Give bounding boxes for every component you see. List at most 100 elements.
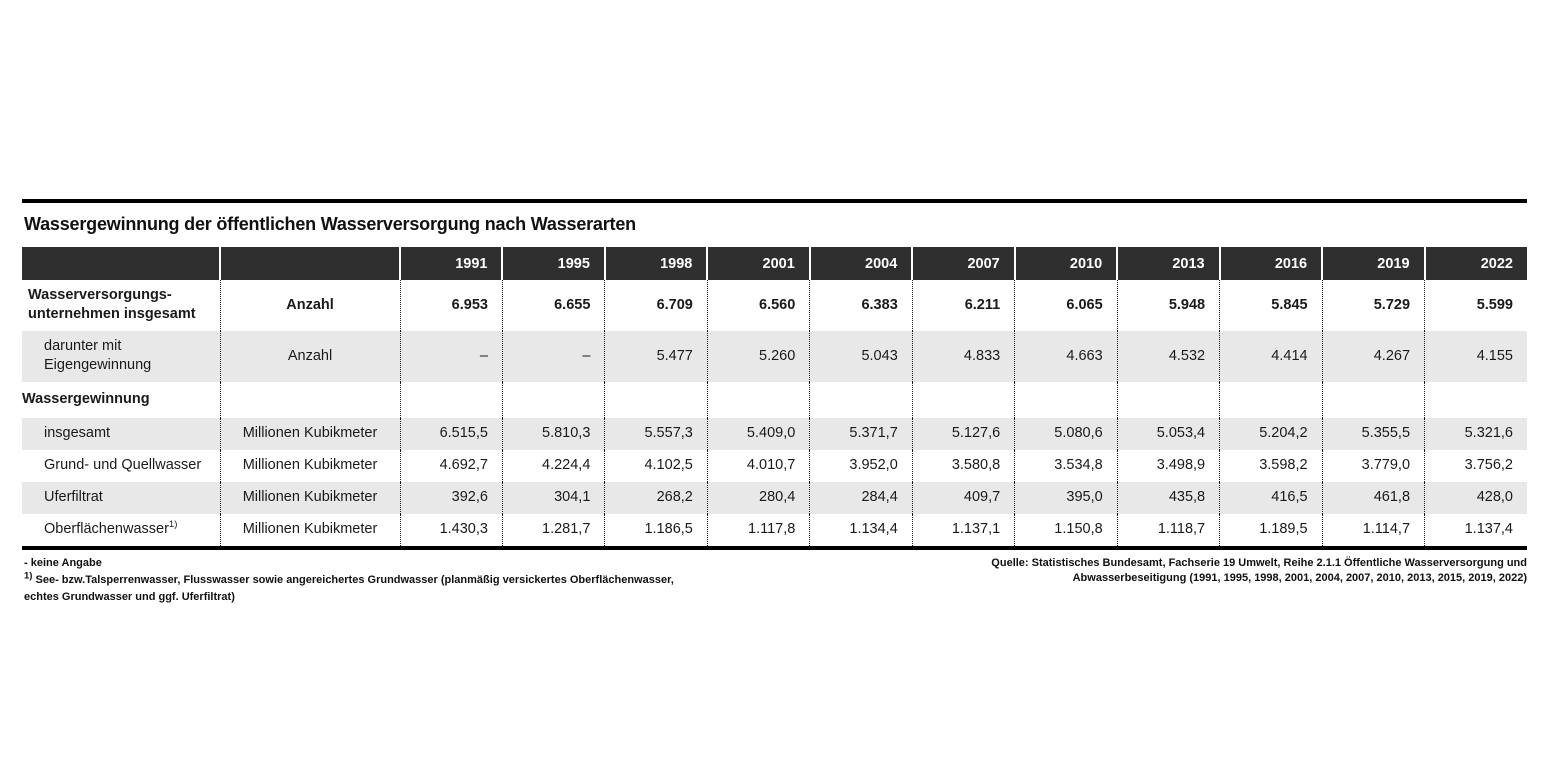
value-cell: 416,5 bbox=[1219, 482, 1323, 514]
value-cell: 6.065 bbox=[1014, 280, 1118, 331]
value-cell: 461,8 bbox=[1321, 482, 1425, 514]
value-cell: 435,8 bbox=[1116, 482, 1220, 514]
value-cell: 5.260 bbox=[706, 331, 810, 382]
value-cell: 6.709 bbox=[604, 280, 708, 331]
footnote-1-line-2: echtes Grundwasser und ggf. Uferfiltrat) bbox=[24, 591, 235, 603]
value-cell: 3.756,2 bbox=[1424, 450, 1527, 482]
value-cell bbox=[604, 382, 708, 418]
unit-cell bbox=[219, 382, 400, 418]
footnote-1-text: See- bzw.Talsperrenwasser, Flusswasser s… bbox=[35, 574, 674, 586]
value-cell bbox=[1014, 382, 1118, 418]
value-cell: 392,6 bbox=[399, 482, 503, 514]
value-cell: 1.114,7 bbox=[1321, 514, 1425, 548]
table-row: darunter mit Eigengewinnung Anzahl – –5.477… bbox=[22, 331, 1527, 382]
value-cell: 5.053,4 bbox=[1116, 418, 1220, 450]
value-cell: 3.580,8 bbox=[911, 450, 1015, 482]
value-cell: 4.414 bbox=[1219, 331, 1323, 382]
value-cell: 6.383 bbox=[809, 280, 913, 331]
value-cell: 4.267 bbox=[1321, 331, 1425, 382]
value-cell: 4.155 bbox=[1424, 331, 1527, 382]
row-label: Wassergewinnung bbox=[22, 382, 220, 418]
value-cell: 5.729 bbox=[1321, 280, 1425, 331]
value-cell: 5.204,2 bbox=[1219, 418, 1323, 450]
unit-cell: Anzahl bbox=[219, 331, 400, 382]
year-header: 2010 bbox=[1013, 247, 1118, 280]
unit-cell: Anzahl bbox=[219, 280, 400, 331]
year-header: 2016 bbox=[1218, 247, 1323, 280]
row-label: Uferfiltrat bbox=[22, 482, 220, 514]
year-header-row: 1991 1995 1998 2001 2004 2007 2010 2013 2016 2019… bbox=[22, 247, 1527, 280]
value-cell: 304,1 bbox=[501, 482, 605, 514]
footnote-marker: 1) bbox=[168, 519, 178, 531]
value-cell bbox=[706, 382, 810, 418]
value-cell: 395,0 bbox=[1014, 482, 1118, 514]
below-table-area: - keine Angabe 1) See- bzw.Talsperrenwas… bbox=[22, 550, 1527, 606]
footnote-1-marker: 1) bbox=[24, 570, 33, 582]
value-cell: 6.560 bbox=[706, 280, 810, 331]
value-cell: 4.532 bbox=[1116, 331, 1220, 382]
year-header: 2019 bbox=[1321, 247, 1425, 280]
value-cell bbox=[1219, 382, 1323, 418]
header-spacer-label bbox=[22, 247, 220, 280]
unit-cell: Millionen Kubikmeter bbox=[219, 418, 400, 450]
value-cell: 3.952,0 bbox=[809, 450, 913, 482]
top-rule bbox=[22, 199, 1527, 203]
unit-cell: Millionen Kubikmeter bbox=[219, 482, 400, 514]
unit-cell: Millionen Kubikmeter bbox=[219, 450, 400, 482]
value-cell: 5.127,6 bbox=[911, 418, 1015, 450]
row-label: insgesamt bbox=[22, 418, 220, 450]
value-cell: 5.599 bbox=[1424, 280, 1527, 331]
value-cell: 1.430,3 bbox=[399, 514, 503, 548]
table-row: Wasserversorgungs- unternehmen insgesamt… bbox=[22, 280, 1527, 331]
year-header: 2001 bbox=[706, 247, 810, 280]
header-spacer-unit bbox=[219, 247, 400, 280]
value-cell: 5.043 bbox=[809, 331, 913, 382]
table-row: Grund- und Quellwasser Millionen Kubikmet… bbox=[22, 450, 1527, 482]
value-cell: 5.355,5 bbox=[1321, 418, 1425, 450]
row-label: darunter mit Eigengewinnung bbox=[22, 331, 220, 382]
value-cell: 5.321,6 bbox=[1424, 418, 1527, 450]
value-cell: 1.281,7 bbox=[501, 514, 605, 548]
value-cell: 1.117,8 bbox=[706, 514, 810, 548]
value-cell: 5.845 bbox=[1219, 280, 1323, 331]
value-cell: 1.134,4 bbox=[809, 514, 913, 548]
value-cell: 409,7 bbox=[911, 482, 1015, 514]
value-cell: – bbox=[399, 331, 503, 382]
value-cell: 4.010,7 bbox=[706, 450, 810, 482]
value-cell: 6.655 bbox=[501, 280, 605, 331]
value-cell: 284,4 bbox=[809, 482, 913, 514]
value-cell: 1.137,1 bbox=[911, 514, 1015, 548]
value-cell: 268,2 bbox=[604, 482, 708, 514]
value-cell: 5.371,7 bbox=[809, 418, 913, 450]
value-cell: – bbox=[501, 331, 605, 382]
value-cell: 4.663 bbox=[1014, 331, 1118, 382]
table-row: Wassergewinnung bbox=[22, 382, 1527, 418]
value-cell: 3.598,2 bbox=[1219, 450, 1323, 482]
value-cell bbox=[1116, 382, 1220, 418]
value-cell: 1.150,8 bbox=[1014, 514, 1118, 548]
value-cell: 3.534,8 bbox=[1014, 450, 1118, 482]
value-cell bbox=[809, 382, 913, 418]
row-label: Wasserversorgungs- unternehmen insgesamt bbox=[22, 280, 220, 331]
source-line-1: Quelle: Statistisches Bundesamt, Fachser… bbox=[991, 557, 1527, 569]
footnote-no-data: - keine Angabe bbox=[24, 557, 102, 569]
value-cell: 6.515,5 bbox=[399, 418, 503, 450]
table-body: Wasserversorgungs- unternehmen insgesamt… bbox=[22, 280, 1527, 548]
year-header: 1995 bbox=[501, 247, 605, 280]
source-line-2: Abwasserbeseitigung (1991, 1995, 1998, 2… bbox=[1072, 572, 1527, 584]
value-cell: 4.224,4 bbox=[501, 450, 605, 482]
value-cell: 6.953 bbox=[399, 280, 503, 331]
page-title: Wassergewinnung der öffentlichen Wasserv… bbox=[24, 214, 636, 234]
footnotes: - keine Angabe 1) See- bzw.Talsperrenwas… bbox=[22, 555, 674, 606]
year-header: 1998 bbox=[603, 247, 708, 280]
source-attribution: Quelle: Statistisches Bundesamt, Fachser… bbox=[991, 555, 1527, 586]
year-header: 2004 bbox=[808, 247, 913, 280]
value-cell: 428,0 bbox=[1424, 482, 1527, 514]
value-cell: 280,4 bbox=[706, 482, 810, 514]
row-label: Oberflächenwasser1) bbox=[22, 514, 220, 548]
value-cell bbox=[501, 382, 605, 418]
value-cell: 6.211 bbox=[911, 280, 1015, 331]
value-cell: 3.779,0 bbox=[1321, 450, 1425, 482]
value-cell bbox=[911, 382, 1015, 418]
water-extraction-table: 1991 1995 1998 2001 2004 2007 2010 2013 2016 2019… bbox=[22, 247, 1527, 550]
